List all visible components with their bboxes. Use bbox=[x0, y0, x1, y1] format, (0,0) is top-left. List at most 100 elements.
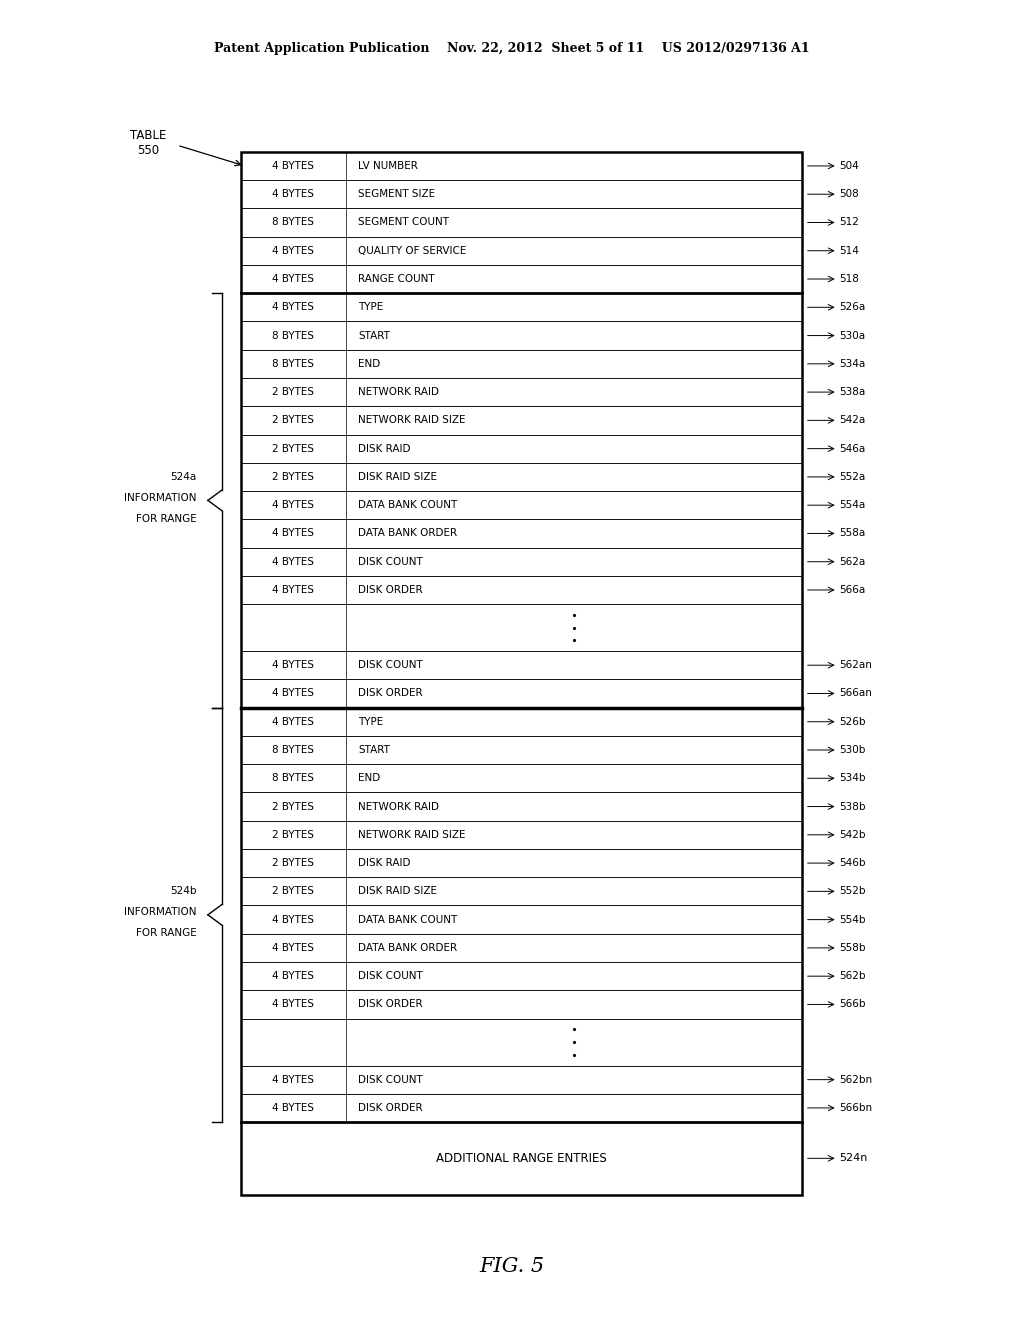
Text: 524n: 524n bbox=[840, 1154, 868, 1163]
Text: DISK RAID SIZE: DISK RAID SIZE bbox=[358, 886, 437, 896]
Text: INFORMATION: INFORMATION bbox=[124, 907, 197, 917]
Text: END: END bbox=[358, 774, 381, 783]
Text: 4 BYTES: 4 BYTES bbox=[272, 689, 314, 698]
Text: 4 BYTES: 4 BYTES bbox=[272, 246, 314, 256]
Text: 8 BYTES: 8 BYTES bbox=[272, 774, 314, 783]
Text: FOR RANGE: FOR RANGE bbox=[136, 513, 197, 524]
Text: 4 BYTES: 4 BYTES bbox=[272, 302, 314, 313]
Text: 562a: 562a bbox=[840, 557, 866, 566]
Text: 566b: 566b bbox=[840, 999, 866, 1010]
Text: START: START bbox=[358, 330, 390, 341]
Text: 552b: 552b bbox=[840, 886, 866, 896]
Text: 2 BYTES: 2 BYTES bbox=[272, 416, 314, 425]
Text: 530b: 530b bbox=[840, 744, 866, 755]
Text: SEGMENT COUNT: SEGMENT COUNT bbox=[358, 218, 450, 227]
Text: NETWORK RAID: NETWORK RAID bbox=[358, 801, 439, 812]
Text: TYPE: TYPE bbox=[358, 717, 384, 727]
Text: DISK ORDER: DISK ORDER bbox=[358, 1104, 423, 1113]
Text: 538a: 538a bbox=[840, 387, 866, 397]
Text: 2 BYTES: 2 BYTES bbox=[272, 801, 314, 812]
Text: 554a: 554a bbox=[840, 500, 866, 510]
Text: QUALITY OF SERVICE: QUALITY OF SERVICE bbox=[358, 246, 467, 256]
Text: 4 BYTES: 4 BYTES bbox=[272, 1104, 314, 1113]
Text: 4 BYTES: 4 BYTES bbox=[272, 972, 314, 981]
Text: DISK RAID: DISK RAID bbox=[358, 444, 411, 454]
Text: 562b: 562b bbox=[840, 972, 866, 981]
Text: DISK COUNT: DISK COUNT bbox=[358, 972, 423, 981]
Text: FOR RANGE: FOR RANGE bbox=[136, 928, 197, 939]
Text: 4 BYTES: 4 BYTES bbox=[272, 717, 314, 727]
Text: 2 BYTES: 2 BYTES bbox=[272, 473, 314, 482]
Text: DISK COUNT: DISK COUNT bbox=[358, 557, 423, 566]
Text: 562bn: 562bn bbox=[840, 1074, 872, 1085]
Text: Patent Application Publication    Nov. 22, 2012  Sheet 5 of 11    US 2012/029713: Patent Application Publication Nov. 22, … bbox=[214, 42, 810, 55]
Text: 4 BYTES: 4 BYTES bbox=[272, 189, 314, 199]
Text: 4 BYTES: 4 BYTES bbox=[272, 942, 314, 953]
Text: DATA BANK COUNT: DATA BANK COUNT bbox=[358, 500, 458, 510]
Text: 558a: 558a bbox=[840, 528, 866, 539]
Text: RANGE COUNT: RANGE COUNT bbox=[358, 275, 435, 284]
Text: NETWORK RAID: NETWORK RAID bbox=[358, 387, 439, 397]
Text: TABLE
550: TABLE 550 bbox=[130, 129, 167, 157]
Text: ADDITIONAL RANGE ENTRIES: ADDITIONAL RANGE ENTRIES bbox=[436, 1152, 606, 1164]
Text: 518: 518 bbox=[840, 275, 859, 284]
Text: 2 BYTES: 2 BYTES bbox=[272, 886, 314, 896]
Text: 4 BYTES: 4 BYTES bbox=[272, 915, 314, 924]
Text: NETWORK RAID SIZE: NETWORK RAID SIZE bbox=[358, 830, 466, 840]
Text: 4 BYTES: 4 BYTES bbox=[272, 557, 314, 566]
Text: 8 BYTES: 8 BYTES bbox=[272, 218, 314, 227]
Text: 4 BYTES: 4 BYTES bbox=[272, 660, 314, 671]
Text: 4 BYTES: 4 BYTES bbox=[272, 528, 314, 539]
Text: 566a: 566a bbox=[840, 585, 866, 595]
Text: NETWORK RAID SIZE: NETWORK RAID SIZE bbox=[358, 416, 466, 425]
Text: FIG. 5: FIG. 5 bbox=[479, 1258, 545, 1276]
Text: END: END bbox=[358, 359, 381, 368]
Text: 4 BYTES: 4 BYTES bbox=[272, 999, 314, 1010]
Text: 526b: 526b bbox=[840, 717, 866, 727]
Text: 2 BYTES: 2 BYTES bbox=[272, 387, 314, 397]
Text: 504: 504 bbox=[840, 161, 859, 170]
Text: 8 BYTES: 8 BYTES bbox=[272, 330, 314, 341]
Text: 2 BYTES: 2 BYTES bbox=[272, 444, 314, 454]
Text: 2 BYTES: 2 BYTES bbox=[272, 858, 314, 869]
Text: DISK ORDER: DISK ORDER bbox=[358, 999, 423, 1010]
Text: 4 BYTES: 4 BYTES bbox=[272, 161, 314, 170]
Text: 524b: 524b bbox=[170, 886, 197, 896]
Text: DATA BANK ORDER: DATA BANK ORDER bbox=[358, 528, 458, 539]
Text: 4 BYTES: 4 BYTES bbox=[272, 275, 314, 284]
Text: 538b: 538b bbox=[840, 801, 866, 812]
Text: 8 BYTES: 8 BYTES bbox=[272, 744, 314, 755]
Text: 512: 512 bbox=[840, 218, 859, 227]
Text: 4 BYTES: 4 BYTES bbox=[272, 585, 314, 595]
Text: 4 BYTES: 4 BYTES bbox=[272, 1074, 314, 1085]
Text: DISK ORDER: DISK ORDER bbox=[358, 585, 423, 595]
Text: 566an: 566an bbox=[840, 689, 872, 698]
Text: 546b: 546b bbox=[840, 858, 866, 869]
Text: 542a: 542a bbox=[840, 416, 866, 425]
Text: 4 BYTES: 4 BYTES bbox=[272, 500, 314, 510]
Text: 562an: 562an bbox=[840, 660, 872, 671]
Text: 542b: 542b bbox=[840, 830, 866, 840]
Text: 552a: 552a bbox=[840, 473, 866, 482]
Text: 546a: 546a bbox=[840, 444, 866, 454]
Text: SEGMENT SIZE: SEGMENT SIZE bbox=[358, 189, 435, 199]
Text: DISK RAID: DISK RAID bbox=[358, 858, 411, 869]
Text: 2 BYTES: 2 BYTES bbox=[272, 830, 314, 840]
Text: 558b: 558b bbox=[840, 942, 866, 953]
Text: INFORMATION: INFORMATION bbox=[124, 492, 197, 503]
Text: 534a: 534a bbox=[840, 359, 866, 368]
Text: 554b: 554b bbox=[840, 915, 866, 924]
Text: DISK RAID SIZE: DISK RAID SIZE bbox=[358, 473, 437, 482]
Text: DISK COUNT: DISK COUNT bbox=[358, 1074, 423, 1085]
Text: 508: 508 bbox=[840, 189, 859, 199]
Text: DATA BANK COUNT: DATA BANK COUNT bbox=[358, 915, 458, 924]
Text: DISK COUNT: DISK COUNT bbox=[358, 660, 423, 671]
Bar bbox=[241, 152, 802, 1195]
Text: 524a: 524a bbox=[170, 471, 197, 482]
Text: 514: 514 bbox=[840, 246, 859, 256]
Text: 8 BYTES: 8 BYTES bbox=[272, 359, 314, 368]
Text: 530a: 530a bbox=[840, 330, 866, 341]
Text: START: START bbox=[358, 744, 390, 755]
Text: DATA BANK ORDER: DATA BANK ORDER bbox=[358, 942, 458, 953]
Text: 526a: 526a bbox=[840, 302, 866, 313]
